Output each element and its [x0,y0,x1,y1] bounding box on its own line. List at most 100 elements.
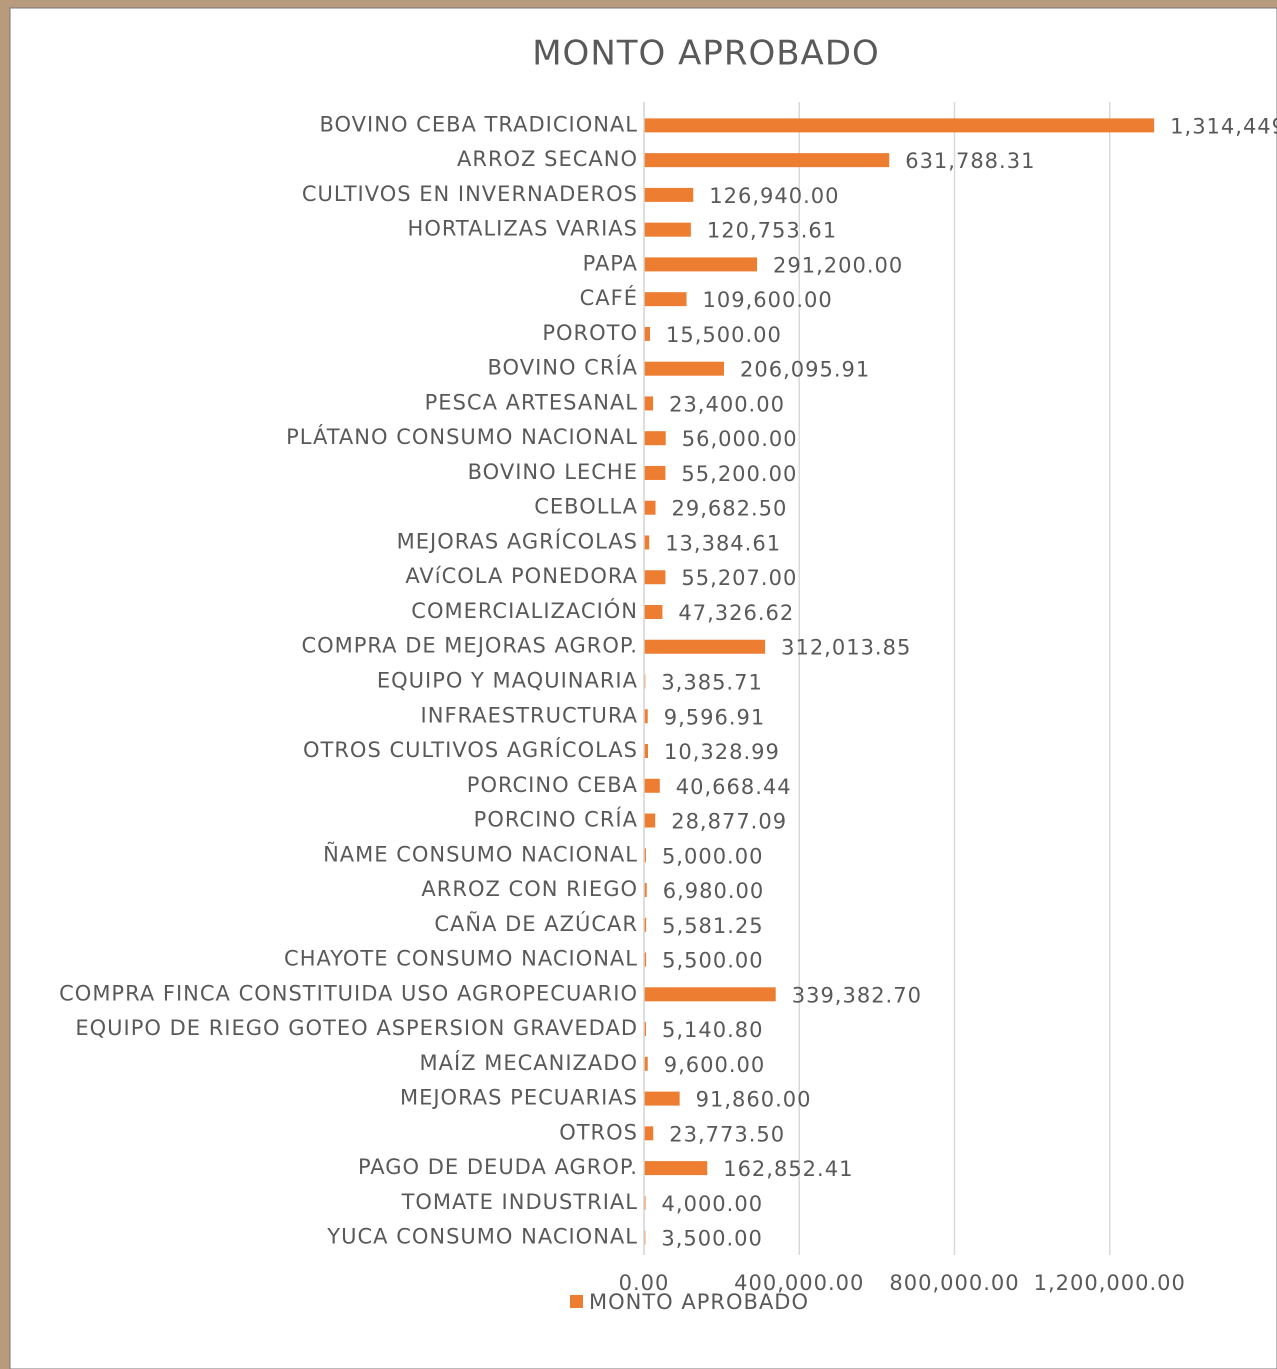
data-label: 29,682.50 [672,497,788,521]
data-label: 5,140.80 [662,1018,764,1042]
y-tick-label: COMERCIALIZACIÓN [411,598,638,623]
x-tick-label: 0.00 [619,1271,670,1295]
data-label: 15,500.00 [666,323,782,347]
data-label: 120,753.61 [707,219,837,243]
data-label: 312,013.85 [781,636,911,660]
y-tick-label: CAÑA DE AZÚCAR [434,910,638,936]
data-label: 4,000.00 [662,1192,764,1216]
bar [644,500,656,515]
bar [644,639,766,654]
data-label: 5,581.25 [662,914,764,938]
bar [644,604,663,619]
y-tick-label: MEJORAS PECUARIAS [400,1086,638,1110]
bar [644,292,687,307]
data-label: 5,000.00 [662,844,764,868]
data-label: 10,328.99 [664,740,780,764]
bar [644,987,776,1002]
y-tick-label: CEBOLLA [534,495,638,519]
y-tick-label: ARROZ SECANO [457,147,638,171]
bar [644,431,666,446]
y-tick-label: PESCA ARTESANAL [425,390,638,414]
bar [644,744,649,759]
data-label: 206,095.91 [740,358,870,382]
y-tick-label: AVíCOLA PONEDORA [405,564,638,588]
y-tick-label: COMPRA DE MEJORAS AGROP. [301,634,638,658]
y-tick-label: BOVINO CRÍA [488,355,638,380]
y-tick-label: COMPRA FINCA CONSTITUIDA USO AGROPECUARI… [59,981,638,1005]
y-tick-label: ARROZ CON RIEGO [421,877,638,901]
y-tick-label: PAGO DE DEUDA AGROP. [358,1155,638,1179]
bar [644,1161,708,1176]
x-tick-label: 400,000.00 [734,1271,864,1295]
bar [644,326,651,341]
y-tick-label: MAÍZ MECANIZADO [419,1050,638,1075]
y-tick-label: PORCINO CEBA [467,773,638,797]
y-tick-label: PAPA [583,251,638,275]
data-label: 56,000.00 [682,427,798,451]
y-tick-label: BOVINO LECHE [468,460,638,484]
data-label: 339,382.70 [792,983,922,1007]
bar [644,153,890,168]
y-tick-label: PLÁTANO CONSUMO NACIONAL [286,424,638,449]
bar [644,535,650,550]
bar [644,465,666,480]
data-label: 631,788.31 [905,149,1035,173]
bar [644,1056,648,1071]
y-tick-label: OTROS CULTIVOS AGRÍCOLAS [303,737,638,762]
bar [644,361,724,376]
bar [644,848,646,863]
data-label: 9,596.91 [664,705,766,729]
bar [644,570,666,585]
data-label: 55,207.00 [681,566,797,590]
bar [644,1022,646,1037]
y-tick-label: POROTO [542,321,638,345]
data-label: 9,600.00 [664,1053,766,1077]
data-label: 126,940.00 [709,184,839,208]
y-tick-label: TOMATE INDUSTRIAL [401,1190,638,1214]
data-label: 162,852.41 [723,1157,853,1181]
data-label: 13,384.61 [665,531,781,555]
y-tick-label: CHAYOTE CONSUMO NACIONAL [284,947,638,971]
data-label: 3,500.00 [661,1227,763,1251]
data-label: 109,600.00 [703,288,833,312]
data-label: 3,385.71 [661,671,763,695]
bar [644,257,758,272]
data-label: 23,773.50 [669,1122,785,1146]
y-tick-label: EQUIPO DE RIEGO GOTEO ASPERSION GRAVEDAD [75,1016,638,1040]
data-label: 291,200.00 [773,253,903,277]
bar [644,709,648,724]
y-tick-label: CULTIVOS EN INVERNADEROS [302,182,638,206]
y-tick-label: PORCINO CRÍA [474,807,638,832]
legend-label: MONTO APROBADO [589,1290,809,1314]
bar [644,917,647,932]
y-tick-label: EQUIPO Y MAQUINARIA [377,669,638,693]
data-label: 5,500.00 [662,949,764,973]
data-label: 1,314,449.65 [1170,114,1277,138]
chart-title: MONTO APROBADO [532,34,880,74]
y-tick-label: OTROS [559,1120,638,1144]
y-tick-label: MEJORAS AGRÍCOLAS [397,528,638,553]
y-tick-label: ÑAME CONSUMO NACIONAL [323,840,638,866]
bar [644,778,660,793]
x-tick-label: 1,200,000.00 [1034,1271,1186,1295]
y-tick-label: YUCA CONSUMO NACIONAL [326,1225,638,1249]
data-label: 40,668.44 [676,775,792,799]
bar [644,813,656,828]
legend-swatch [570,1295,583,1308]
bar [644,222,691,237]
data-label: 6,980.00 [663,879,765,903]
y-tick-label: INFRAESTRUCTURA [421,703,638,727]
bar [644,1126,654,1141]
bar [644,396,654,411]
data-label: 23,400.00 [669,392,785,416]
data-label: 55,200.00 [681,462,797,486]
bar [644,883,647,898]
bar [644,1091,680,1106]
bar [644,952,647,967]
data-label: 28,877.09 [671,810,787,834]
y-tick-label: CAFÉ [580,285,638,310]
data-label: 91,860.00 [696,1088,812,1112]
data-label: 47,326.62 [678,601,794,625]
